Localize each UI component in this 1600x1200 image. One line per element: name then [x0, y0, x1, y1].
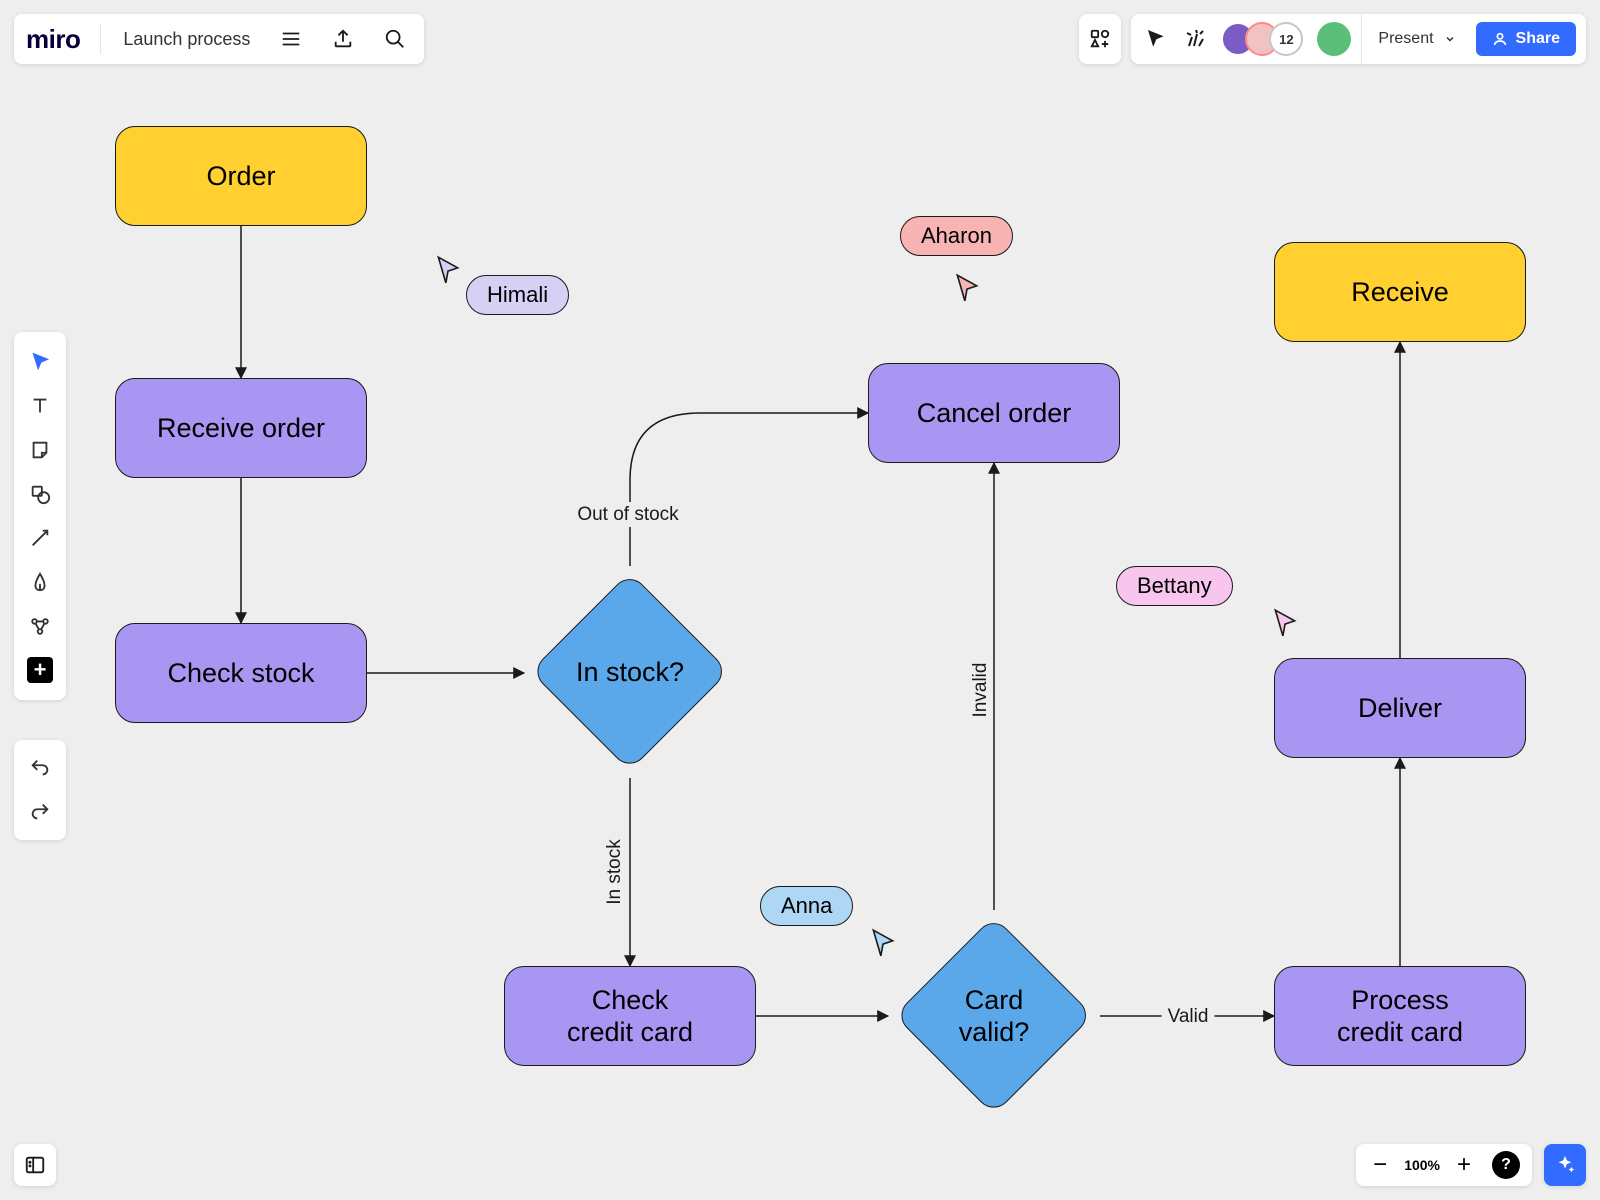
zoom-level[interactable]: 100%: [1404, 1157, 1440, 1173]
tool-more[interactable]: +: [20, 648, 60, 692]
tool-select[interactable]: [20, 340, 60, 384]
flowchart-node-in_stock[interactable]: In stock?: [559, 601, 700, 742]
plus-icon: +: [27, 657, 53, 683]
collaborator-tag-aharon: Aharon: [900, 216, 1013, 256]
flowchart-node-check_cc[interactable]: Checkcredit card: [504, 966, 756, 1066]
collaborator-tag-anna: Anna: [760, 886, 853, 926]
flowchart-node-receive_order[interactable]: Receive order: [115, 378, 367, 478]
panel-toggle-button[interactable]: [14, 1144, 56, 1186]
flowchart-node-check_stock[interactable]: Check stock: [115, 623, 367, 723]
present-label: Present: [1378, 30, 1433, 48]
zoom-out-button[interactable]: −: [1368, 1151, 1392, 1179]
flowchart-node-card_valid[interactable]: Cardvalid?: [923, 945, 1064, 1086]
tool-sticky-note[interactable]: [20, 428, 60, 472]
flowchart-node-deliver[interactable]: Deliver: [1274, 658, 1526, 758]
collaborator-tag-bettany: Bettany: [1116, 566, 1233, 606]
bottom-right-controls: − 100% + ?: [1356, 1144, 1586, 1186]
canvas[interactable]: Out of stock In stock Invalid Valid Order Re…: [0, 0, 1600, 1200]
topbar-left: miro Launch process: [14, 14, 424, 64]
app-logo[interactable]: miro: [24, 24, 86, 55]
zoom-controls: − 100% + ?: [1356, 1144, 1532, 1186]
edge-label: Invalid: [970, 663, 991, 718]
divider: [100, 24, 101, 54]
left-toolbar: +: [14, 332, 66, 700]
chevron-down-icon: [1444, 33, 1456, 45]
self-avatar[interactable]: [1317, 22, 1351, 56]
export-icon[interactable]: [324, 20, 362, 58]
node-label: In stock?: [530, 572, 730, 772]
collaboration-group: 12 Present Share: [1131, 14, 1586, 64]
share-label: Share: [1516, 30, 1560, 48]
collaborator-cursor-icon: [954, 273, 980, 303]
tool-pen[interactable]: [20, 560, 60, 604]
help-button[interactable]: ?: [1492, 1151, 1520, 1179]
tool-text[interactable]: [20, 384, 60, 428]
zoom-in-button[interactable]: +: [1452, 1151, 1476, 1179]
edge-label: In stock: [604, 839, 625, 905]
edge-label: Valid: [1168, 1006, 1209, 1027]
flowchart-node-process_cc[interactable]: Processcredit card: [1274, 966, 1526, 1066]
redo-button[interactable]: [20, 790, 60, 834]
collaborator-tag-himali: Himali: [466, 275, 569, 315]
avatar-stack[interactable]: 12: [1221, 22, 1303, 56]
apps-button[interactable]: [1079, 14, 1121, 64]
cursor-mode-icon[interactable]: [1141, 20, 1171, 58]
avatar-overflow[interactable]: 12: [1269, 22, 1303, 56]
person-icon: [1492, 31, 1508, 47]
collaborator-cursor-icon: [435, 255, 461, 285]
search-icon[interactable]: [376, 20, 414, 58]
collaborator-cursor-icon: [1272, 608, 1298, 638]
left-toolbar-history: [14, 740, 66, 840]
flowchart-node-receive[interactable]: Receive: [1274, 242, 1526, 342]
tool-frame[interactable]: [20, 604, 60, 648]
present-button[interactable]: Present: [1361, 14, 1465, 64]
ai-assist-button[interactable]: [1544, 1144, 1586, 1186]
topbar-right: 12 Present Share: [1079, 14, 1586, 64]
menu-icon[interactable]: [272, 20, 310, 58]
reactions-icon[interactable]: [1181, 20, 1211, 58]
flowchart-node-order[interactable]: Order: [115, 126, 367, 226]
edge-label: Out of stock: [577, 504, 679, 525]
flowchart-node-cancel[interactable]: Cancel order: [868, 363, 1120, 463]
tool-shape[interactable]: [20, 472, 60, 516]
collaborator-cursor-icon: [870, 928, 896, 958]
share-button[interactable]: Share: [1476, 22, 1576, 56]
undo-button[interactable]: [20, 746, 60, 790]
node-label: Cardvalid?: [894, 916, 1094, 1116]
edge-in_stock-cancel[interactable]: [630, 413, 868, 566]
board-title[interactable]: Launch process: [115, 29, 258, 50]
tool-line[interactable]: [20, 516, 60, 560]
